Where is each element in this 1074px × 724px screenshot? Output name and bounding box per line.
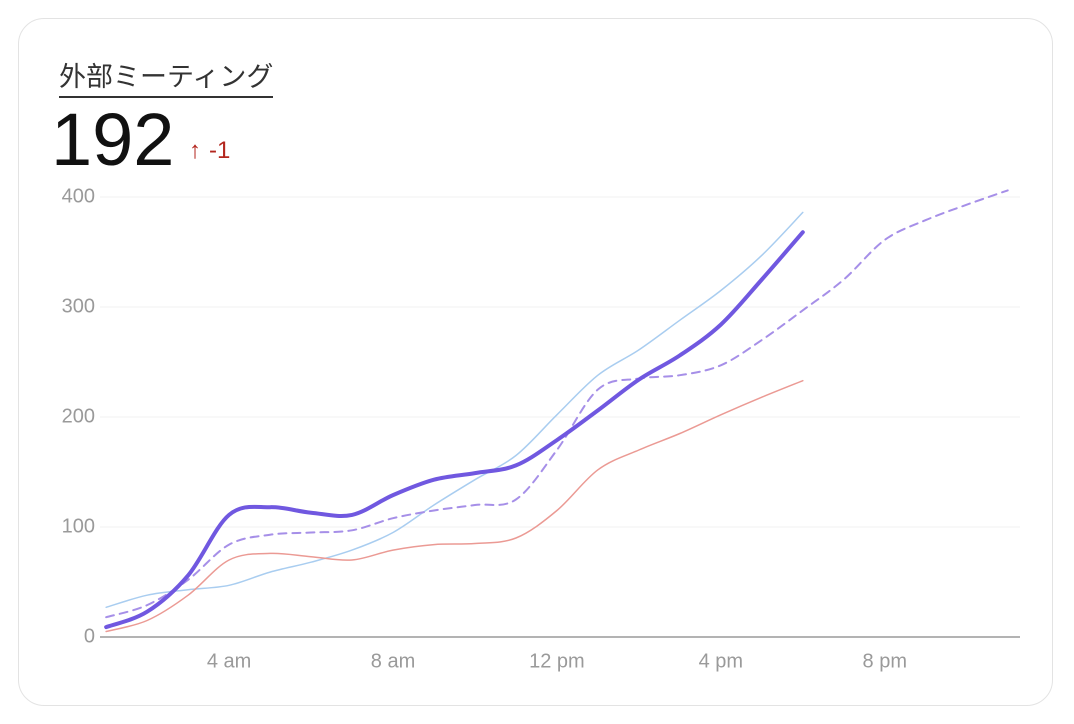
y-tick-label: 200: [62, 405, 95, 427]
series-line: [105, 211, 804, 609]
card: 外部ミーティング 192 ↑ -1: [18, 18, 1053, 706]
arrow-icon: ↑: [189, 137, 201, 164]
series-line: [105, 189, 1009, 619]
series-line: [104, 230, 805, 630]
card-title[interactable]: 外部ミーティング: [59, 55, 274, 98]
delta-value: -1: [209, 137, 231, 164]
x-tick-label: 12 pm: [529, 650, 585, 672]
y-tick-label: 400: [62, 185, 95, 207]
x-tick-label: 4 pm: [699, 650, 743, 672]
x-tick-label: 4 am: [207, 650, 251, 672]
y-tick-label: 300: [62, 295, 95, 317]
metric-delta: ↑ -1: [189, 137, 230, 165]
x-tick-label: 8 pm: [863, 650, 907, 672]
series-line: [105, 379, 804, 633]
x-tick-label: 8 am: [371, 650, 415, 672]
y-tick-label: 0: [84, 625, 95, 647]
metric-value: 192: [51, 98, 175, 181]
y-tick-label: 100: [62, 515, 95, 537]
